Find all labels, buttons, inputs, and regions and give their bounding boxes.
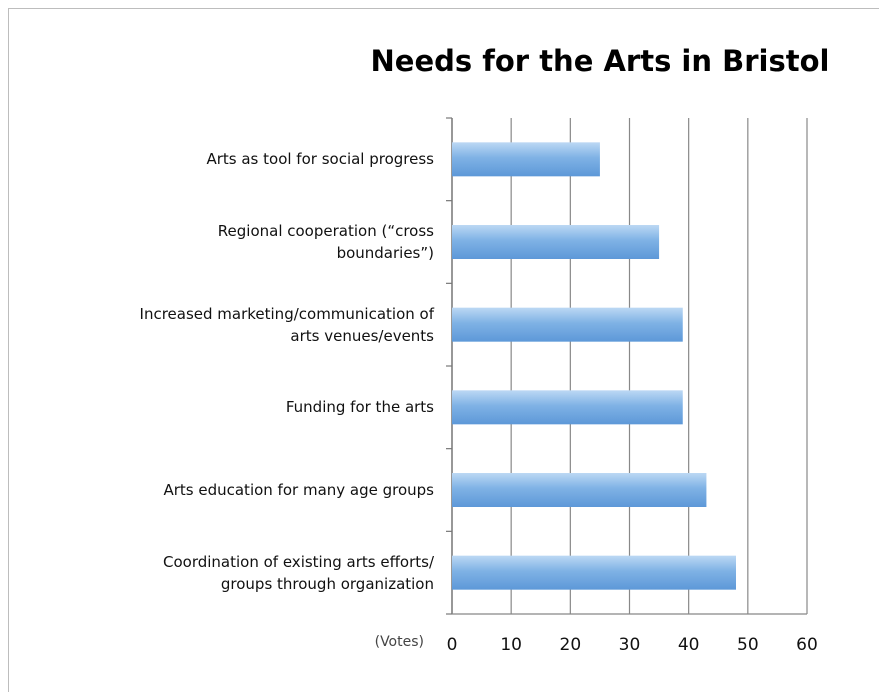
category-label: Funding for the arts	[34, 396, 434, 418]
bar	[452, 225, 660, 259]
bar	[452, 390, 683, 425]
x-tick-label: 40	[678, 635, 700, 655]
bar	[452, 555, 736, 590]
category-label-line: Coordination of existing arts efforts/	[163, 552, 434, 571]
bar	[452, 307, 683, 342]
bar	[452, 473, 707, 507]
x-tick-label: 60	[796, 635, 818, 655]
x-tick-label: 50	[737, 635, 759, 655]
category-label-line: Arts as tool for social progress	[206, 150, 434, 169]
category-label: Coordination of existing arts efforts/gr…	[34, 551, 434, 595]
x-tick-label: 10	[500, 635, 522, 655]
x-tick-label: 30	[619, 635, 641, 655]
category-label-line: Regional cooperation (“cross	[217, 222, 434, 240]
category-label: Arts education for many age groups	[34, 479, 434, 501]
category-label: Arts as tool for social progress	[34, 148, 434, 170]
x-axis-title: (Votes)	[374, 634, 424, 650]
x-tick-label: 0	[447, 635, 458, 655]
chart-title: Needs for the Arts in Bristol	[370, 44, 830, 78]
category-label: Regional cooperation (“cross boundaries”)	[34, 220, 434, 264]
chart-frame	[8, 8, 879, 692]
category-label-line: Increased marketing/communication of	[139, 304, 434, 323]
category-label-line: boundaries”)	[336, 244, 434, 262]
bar	[452, 142, 600, 177]
category-label-line: groups through organization	[220, 574, 434, 593]
category-label-line: arts venues/events	[290, 326, 434, 345]
category-label: Increased marketing/communication of arts…	[34, 303, 434, 347]
category-label-line: Arts education for many age groups	[163, 481, 434, 499]
category-label-line: Funding for the arts	[285, 398, 434, 417]
x-tick-label: 20	[560, 635, 582, 655]
